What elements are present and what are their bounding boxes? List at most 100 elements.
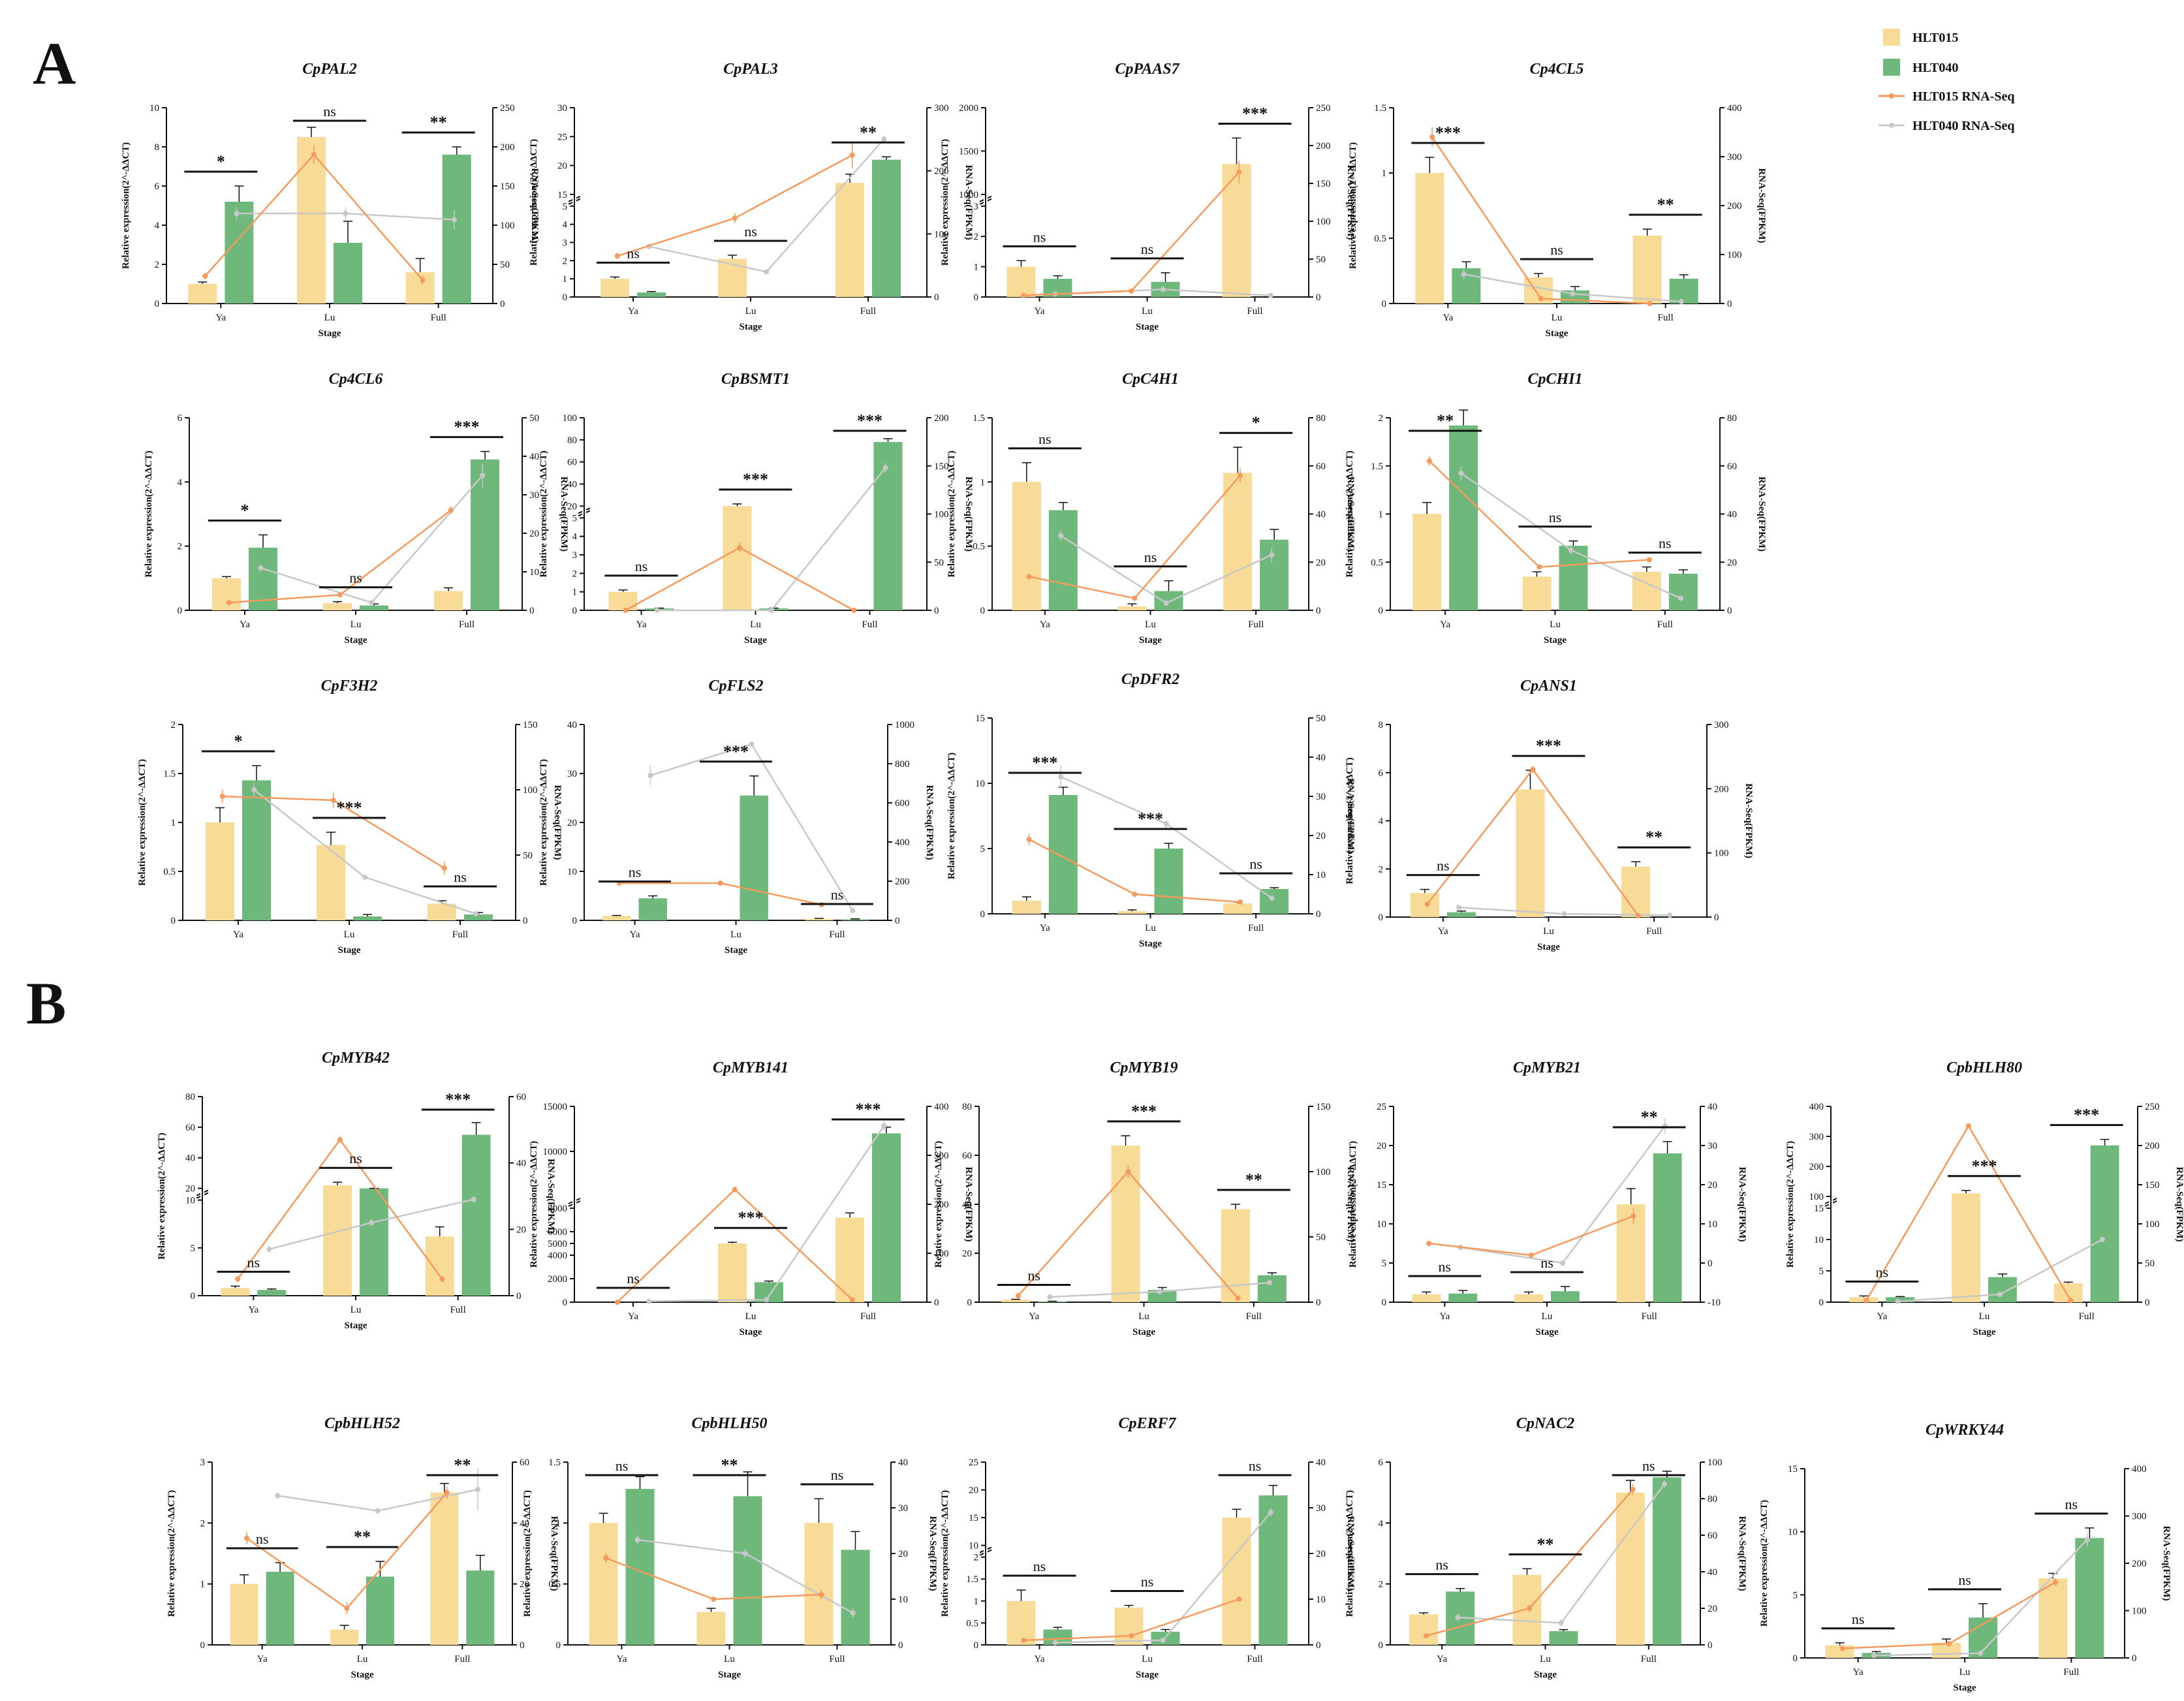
y-tick-label: 5 xyxy=(1382,1258,1387,1269)
y2-axis-label: RNA-Seq(FPKM) xyxy=(963,1167,974,1242)
y-tick-label: 30 xyxy=(567,769,577,779)
y2-tick-label: 100 xyxy=(934,1249,949,1259)
y2-tick-label: 150 xyxy=(1316,1102,1331,1112)
y-tick-label: 0 xyxy=(1382,299,1387,309)
y-tick-label: 6 xyxy=(1379,768,1384,779)
line-point xyxy=(1058,533,1064,538)
y2-tick-label: 250 xyxy=(2145,1102,2160,1112)
line-point xyxy=(614,1300,620,1305)
y2-tick-label: 0 xyxy=(1316,606,1321,616)
chart-cpbsmt1: 0 1 2 3 4 520 40 60 80 100 0 50 100 150 200 CpBSMT1 Rela… xyxy=(538,371,974,646)
y2-tick-label: 30 xyxy=(1316,1503,1326,1514)
bar-hlt040 xyxy=(1449,425,1478,610)
significance-label: ns xyxy=(1144,549,1157,565)
bar-hlt040 xyxy=(464,914,493,920)
chart-cpwrky44: 0 5 10 15 0 100 200 300 400 CpWRKY44 Relative expr… xyxy=(1759,1422,2172,1693)
line-point xyxy=(1895,1298,1901,1304)
chart-cpf3h2: 0 0.5 1 1.5 2 0 50 100 150 CpF3H2 Relative express… xyxy=(137,678,563,956)
y-tick-label: 5 xyxy=(572,513,578,523)
y-axis-label: Relative expression(2^-ΔΔCT) xyxy=(1345,757,1355,884)
y2-tick-label: 0 xyxy=(934,1298,939,1308)
y-tick-label: 60 xyxy=(185,1123,195,1133)
y-tick-label: 5 xyxy=(1793,1590,1798,1600)
line-point xyxy=(819,1592,824,1597)
chart-cpmyb42: 0 5 10 20 40 60 80 0 20 40 60 CpMYB42 Relative expre… xyxy=(157,1050,556,1331)
x-tick-label: Lu xyxy=(750,619,761,630)
y-tick-label: 1 xyxy=(572,587,578,598)
y-tick-label: 2 xyxy=(155,260,160,270)
y2-tick-label: 40 xyxy=(898,1458,908,1468)
significance-label: ns xyxy=(2065,1496,2078,1512)
bar-hlt015 xyxy=(1111,1146,1140,1302)
chart-title: CpMYB42 xyxy=(322,1050,390,1067)
y-axis-label: Relative expression(2^-ΔΔCT) xyxy=(538,450,549,577)
bar-hlt015 xyxy=(323,603,352,610)
y2-tick-label: 1000 xyxy=(895,720,914,730)
y2-tick-label: 0 xyxy=(1714,913,1719,923)
y-axis-label: Relative expression(2^-ΔΔCT) xyxy=(1759,1500,1770,1627)
y-tick-label: 1 xyxy=(556,1518,561,1529)
line-point xyxy=(1269,552,1275,558)
line-point xyxy=(1558,1620,1564,1626)
bar-hlt040 xyxy=(360,1188,388,1296)
y-tick-label: 40 xyxy=(962,1200,972,1210)
significance-label: *** xyxy=(738,1208,764,1227)
bar-hlt015 xyxy=(1001,1300,1031,1302)
x-tick-label: Lu xyxy=(1142,306,1153,317)
line-point xyxy=(1021,1638,1027,1643)
line-hlt040-rna-seq xyxy=(253,789,476,915)
line-point xyxy=(1538,296,1544,302)
y2-tick-label: 200 xyxy=(1714,784,1729,794)
line-point xyxy=(1235,1296,1241,1301)
x-tick-label: Lu xyxy=(1552,313,1563,323)
y-tick-label: 0 xyxy=(556,1640,561,1651)
y2-tick-label: 200 xyxy=(1316,141,1331,151)
y-tick-label: 0.5 xyxy=(1374,234,1386,244)
bar-hlt015 xyxy=(206,822,234,920)
y-axis-label: Relative expression(2^-ΔΔCT) xyxy=(157,1132,167,1259)
y-tick-label: 2 xyxy=(200,1518,206,1529)
y-tick-label: 0 xyxy=(563,292,568,303)
significance-label: ns xyxy=(627,1270,640,1287)
y-tick-label: 0 xyxy=(980,909,986,920)
line-point xyxy=(737,545,743,551)
bar-hlt040 xyxy=(733,1496,762,1645)
y2-tick-label: 0 xyxy=(2145,1298,2150,1308)
y-tick-label: 20 xyxy=(567,501,577,512)
y2-tick-label: 40 xyxy=(1708,1102,1717,1112)
y-tick-label: 0 xyxy=(1793,1653,1798,1664)
y-tick-label: 0 xyxy=(1382,1298,1387,1308)
y-tick-label: 8000 xyxy=(548,1204,567,1214)
y2-tick-label: -10 xyxy=(1708,1298,1721,1308)
y2-tick-label: 0 xyxy=(520,1640,525,1651)
bar-hlt040 xyxy=(1668,573,1698,610)
x-tick-label: Ya xyxy=(257,1654,268,1664)
x-tick-label: Ya xyxy=(1035,306,1045,317)
bar-hlt015 xyxy=(297,137,326,304)
y-tick-label: 0 xyxy=(563,1298,568,1308)
significance-label: *** xyxy=(1131,1102,1157,1121)
x-tick-label: Full xyxy=(1246,1311,1262,1322)
x-tick-label: Ya xyxy=(240,619,250,630)
bar-hlt015 xyxy=(1412,1294,1441,1302)
line-point xyxy=(369,600,375,606)
x-tick-label: Ya xyxy=(1440,619,1450,630)
y-axis-label: Relative expression(2^-ΔΔCT) xyxy=(940,139,950,266)
bar-hlt015 xyxy=(1952,1193,1980,1302)
y2-tick-label: 150 xyxy=(523,720,538,730)
y-axis-label: Relative expression(2^-ΔΔCT) xyxy=(1345,1490,1355,1617)
y-tick-label: 15 xyxy=(1788,1464,1798,1475)
y-axis-label: Relative expression(2^-ΔΔCT) xyxy=(529,139,539,266)
chart-title: CpPAAS7 xyxy=(1115,61,1179,78)
bar-hlt015 xyxy=(835,1217,864,1302)
y2-tick-label: 30 xyxy=(529,490,539,501)
bar-hlt040 xyxy=(1048,510,1078,610)
significance-label: ns xyxy=(629,864,642,881)
y-tick-label: 0 xyxy=(572,916,578,926)
bar-hlt040 xyxy=(637,292,666,297)
x-tick-label: Full xyxy=(862,619,877,630)
significance-label: ** xyxy=(721,1456,738,1475)
